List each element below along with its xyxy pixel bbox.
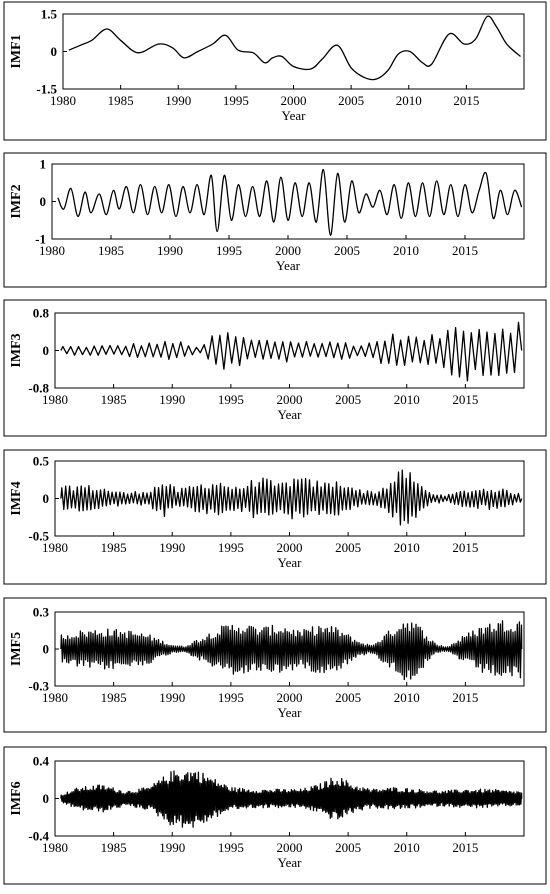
panel-3-xtick-label: 1995 [218,392,244,407]
panel-1-ytick-label: -1.5 [36,82,57,97]
panel-6-xtick-label: 2000 [277,840,303,855]
panel-6-xtick-label: 2015 [452,840,478,855]
panel-5-ytick-label: 0.3 [33,605,50,620]
panel-4-series-line [60,469,523,526]
panel-2-xtick-label: 1980 [39,243,65,258]
panel-2-ytick-label: 1 [40,157,47,172]
panel-1-ytick-label: 1.5 [41,7,58,22]
panel-4-xlabel: Year [278,555,303,570]
panel-1-xtick-label: 2010 [396,93,422,108]
panel-2-xtick-label: 1985 [98,243,124,258]
panel-6-xtick-label: 1995 [218,840,244,855]
panel-3-frame [3,299,547,437]
panel-5-ytick-label: 0 [43,642,50,657]
panel-5-ylabel: IMF5 [9,632,24,666]
panel-5-xtick-label: 1980 [42,690,68,705]
panel-6-series-line [60,770,523,828]
panel-4-ytick-label: 0 [43,491,50,506]
panel-2-xtick-label: 2015 [452,243,478,258]
panel-3-ytick-label: 0 [43,343,50,358]
panel-4-frame [3,449,547,585]
panel-3-xtick-label: 2010 [394,392,420,407]
panel-6-ytick-label: -0.4 [28,829,49,844]
panel-4-xtick-label: 1990 [159,540,185,555]
panel-1-xtick-label: 2015 [453,93,479,108]
panel-4-xtick-label: 2005 [335,540,361,555]
panel-2-ylabel: IMF2 [9,184,24,218]
panel-1-ytick-label: 0 [51,44,58,59]
panel-1-xtick-label: 1990 [165,93,191,108]
panel-1-plot-area [62,13,525,90]
panel-6-xtick-label: 1990 [159,840,185,855]
panel-4-xtick-label: 2015 [452,540,478,555]
panel-3-ytick-label: -0.8 [28,381,49,396]
panel-2-frame [3,152,547,288]
panel-5-xtick-label: 2015 [452,690,478,705]
panel-2-ytick-label: 0 [40,194,47,209]
panel-3-xtick-label: 1980 [42,392,68,407]
panel-3-xlabel: Year [278,407,303,422]
panel-5-xtick-label: 1985 [101,690,127,705]
panel-4-ytick-label: 0.5 [33,454,50,469]
panel-6-xtick-label: 1980 [42,840,68,855]
panel-4-xtick-label: 1980 [42,540,68,555]
panel-3-ytick-label: 0.8 [33,306,50,321]
panel-2-ytick-label: -1 [35,232,46,247]
panel-5-ytick-label: -0.3 [28,679,49,694]
panel-5-xtick-label: 2005 [335,690,361,705]
panel-3-xtick-label: 2015 [452,392,478,407]
panel-4-ylabel: IMF4 [9,481,24,515]
panel-2-series-line [57,168,523,236]
panel-6-ytick-label: 0.4 [33,754,50,769]
panel-1-xtick-label: 1995 [223,93,249,108]
panel-2-xtick-label: 1995 [216,243,242,258]
panel-4-xtick-label: 1995 [218,540,244,555]
panel-5-xtick-label: 2010 [394,690,420,705]
panel-5-xtick-label: 1990 [159,690,185,705]
panel-3-xtick-label: 2000 [277,392,303,407]
panel-1-xlabel: Year [282,108,307,123]
panel-6-ytick-label: 0 [43,791,50,806]
panel-5-xtick-label: 2000 [277,690,303,705]
panel-2-plot-area [51,163,525,240]
panel-2-xtick-label: 2005 [334,243,360,258]
panel-5-frame [3,597,547,733]
panel-6-xtick-label: 1985 [101,840,127,855]
panel-5-xlabel: Year [278,705,303,720]
panel-2-xlabel: Year [276,258,301,273]
panel-1-xtick-label: 2005 [338,93,364,108]
panel-6-ylabel: IMF6 [9,781,24,815]
panel-1-ylabel: IMF1 [9,34,24,68]
panel-4-xtick-label: 1985 [101,540,127,555]
panel-6-xtick-label: 2005 [335,840,361,855]
panel-4-xtick-label: 2000 [277,540,303,555]
panel-1-xtick-label: 1980 [50,93,76,108]
panel-3-xtick-label: 2005 [335,392,361,407]
panel-6-frame [3,746,547,885]
panel-3-ylabel: IMF3 [9,333,24,367]
panel-1-xtick-label: 2000 [281,93,307,108]
panel-6-xtick-label: 2010 [394,840,420,855]
panel-3-xtick-label: 1985 [101,392,127,407]
panel-1-series-line [68,15,521,81]
panel-3-xtick-label: 1990 [159,392,185,407]
panel-2-xtick-label: 2000 [275,243,301,258]
panel-2-xtick-label: 2010 [393,243,419,258]
panel-2-xtick-label: 1990 [157,243,183,258]
panel-5-xtick-label: 1995 [218,690,244,705]
panel-5-series-line [60,620,523,681]
panel-4-ytick-label: -0.5 [28,529,49,544]
panel-4-xtick-label: 2010 [394,540,420,555]
panel-3-series-line [60,321,523,382]
panel-1-xtick-label: 1985 [108,93,134,108]
panel-1-frame [3,1,547,141]
panel-6-xlabel: Year [278,855,303,870]
